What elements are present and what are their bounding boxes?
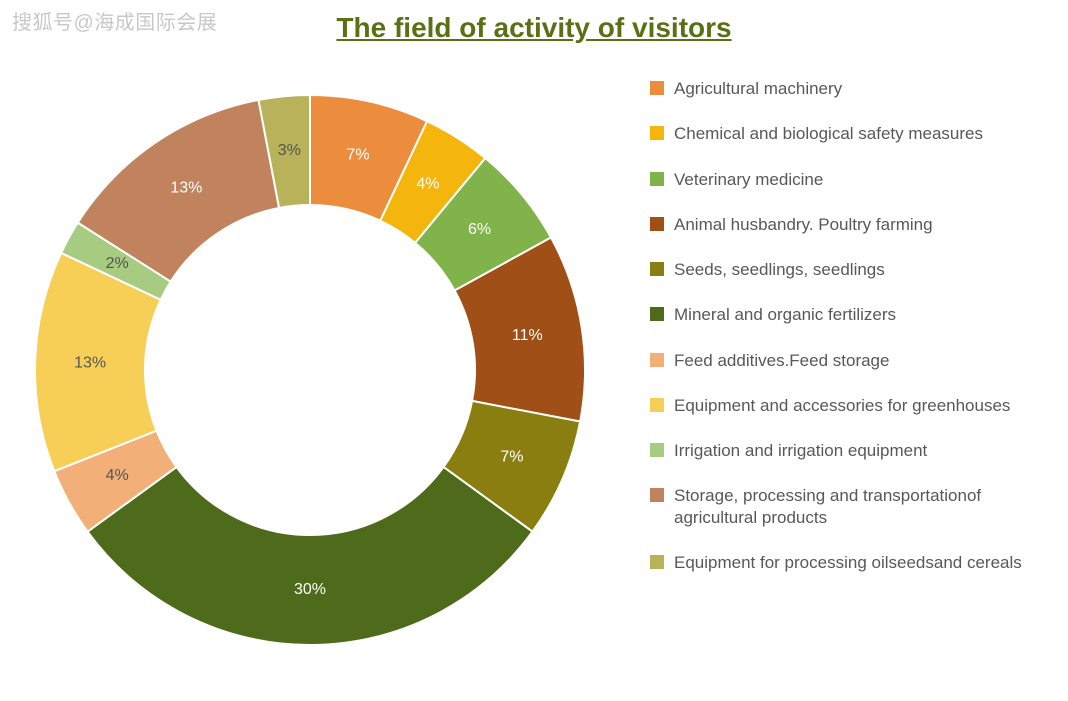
slice-percent-label: 7% bbox=[500, 449, 523, 466]
legend-label: Seeds, seedlings, seedlings bbox=[674, 259, 885, 280]
legend-item: Veterinary medicine bbox=[650, 169, 1050, 190]
legend-swatch bbox=[650, 81, 664, 95]
legend-item: Animal husbandry. Poultry farming bbox=[650, 214, 1050, 235]
slice-percent-label: 13% bbox=[170, 179, 202, 196]
legend-label: Equipment and accessories for greenhouse… bbox=[674, 395, 1010, 416]
legend-label: Animal husbandry. Poultry farming bbox=[674, 214, 933, 235]
legend-swatch bbox=[650, 398, 664, 412]
legend-item: Storage, processing and transportationof… bbox=[650, 485, 1050, 528]
legend-item: Seeds, seedlings, seedlings bbox=[650, 259, 1050, 280]
legend-swatch bbox=[650, 126, 664, 140]
legend-label: Agricultural machinery bbox=[674, 78, 842, 99]
legend-label: Irrigation and irrigation equipment bbox=[674, 440, 927, 461]
legend-swatch bbox=[650, 217, 664, 231]
slice-percent-label: 30% bbox=[294, 581, 326, 598]
legend-item: Irrigation and irrigation equipment bbox=[650, 440, 1050, 461]
legend-item: Equipment and accessories for greenhouse… bbox=[650, 395, 1050, 416]
legend-item: Feed additives.Feed storage bbox=[650, 350, 1050, 371]
legend-swatch bbox=[650, 307, 664, 321]
legend-swatch bbox=[650, 555, 664, 569]
legend-label: Mineral and organic fertilizers bbox=[674, 304, 896, 325]
legend-swatch bbox=[650, 443, 664, 457]
legend-swatch bbox=[650, 262, 664, 276]
slice-percent-label: 2% bbox=[106, 255, 129, 272]
legend-label: Chemical and biological safety measures bbox=[674, 123, 983, 144]
slice-percent-label: 11% bbox=[512, 327, 543, 344]
donut-slice bbox=[88, 467, 533, 645]
legend-label: Veterinary medicine bbox=[674, 169, 823, 190]
legend-swatch bbox=[650, 488, 664, 502]
legend-swatch bbox=[650, 172, 664, 186]
legend-swatch bbox=[650, 353, 664, 367]
legend-label: Feed additives.Feed storage bbox=[674, 350, 889, 371]
slice-percent-label: 3% bbox=[278, 142, 301, 159]
legend-label: Storage, processing and transportationof… bbox=[674, 485, 1034, 528]
watermark-text: 搜狐号@海成国际会展 bbox=[12, 6, 217, 35]
legend-item: Agricultural machinery bbox=[650, 78, 1050, 99]
slice-percent-label: 7% bbox=[346, 147, 369, 164]
slice-percent-label: 13% bbox=[74, 354, 106, 371]
legend: Agricultural machinery Chemical and biolo… bbox=[650, 78, 1050, 573]
legend-item: Mineral and organic fertilizers bbox=[650, 304, 1050, 325]
slice-percent-label: 4% bbox=[416, 175, 439, 192]
donut-chart: 7% 4% 6% 11% 7% 30% 4% 13% 2% 13% 3% bbox=[10, 70, 610, 670]
legend-item: Chemical and biological safety measures bbox=[650, 123, 1050, 144]
legend-item: Equipment for processing oilseedsand cer… bbox=[650, 552, 1050, 573]
slice-percent-label: 6% bbox=[468, 221, 491, 238]
legend-label: Equipment for processing oilseedsand cer… bbox=[674, 552, 1022, 573]
slice-percent-label: 4% bbox=[106, 467, 129, 484]
